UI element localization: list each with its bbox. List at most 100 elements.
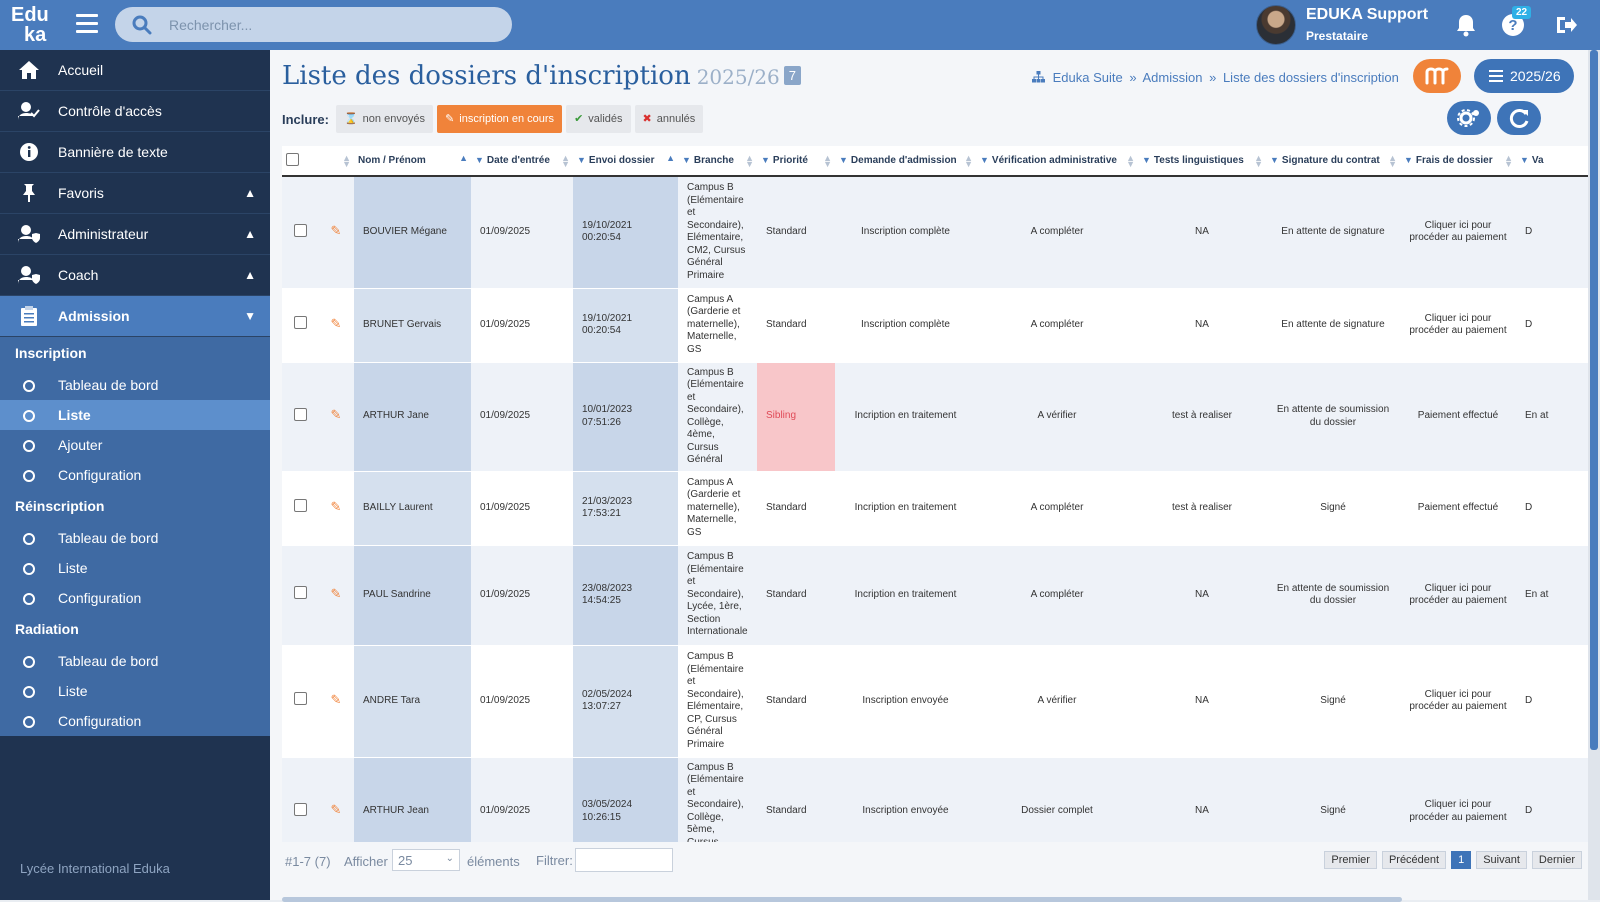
sort-icon[interactable]: ▲ ▼ <box>1126 153 1135 169</box>
submenu-reinscription-configuration[interactable]: Configuration <box>0 583 270 613</box>
filter-chip-non-envoyes[interactable]: ⌛ non envoyés <box>335 105 434 133</box>
year-selector-button[interactable]: 2025/26 <box>1474 59 1574 93</box>
edit-icon[interactable]: ✎ <box>330 407 342 423</box>
filter-input[interactable] <box>575 848 673 872</box>
column-header[interactable]: ▼ Signature du contrat ▲ ▼ <box>1266 146 1400 177</box>
filter-icon[interactable]: ▼ <box>1270 155 1279 165</box>
edit-icon[interactable]: ✎ <box>330 585 342 601</box>
submenu-reinscription-tableau[interactable]: Tableau de bord <box>0 523 270 553</box>
table-row[interactable]: ✎ ANDRE Tara 01/09/2025 02/05/2024 13:07:… <box>282 645 1588 758</box>
logout-icon[interactable] <box>1553 12 1579 38</box>
submenu-inscription-ajouter[interactable]: Ajouter <box>0 430 270 460</box>
name-cell[interactable]: ARTHUR Jean <box>354 757 471 842</box>
user-name[interactable]: EDUKA Support <box>1306 6 1429 23</box>
column-header[interactable]: ▼ Frais de dossier ▲ ▼ <box>1400 146 1516 177</box>
row-checkbox[interactable] <box>293 223 307 237</box>
edit-icon[interactable]: ✎ <box>330 691 342 707</box>
filter-icon[interactable]: ▼ <box>1142 155 1151 165</box>
pager-last[interactable]: Dernier <box>1531 851 1582 869</box>
sort-icon[interactable]: ▲ ▼ <box>1504 153 1513 169</box>
column-header[interactable]: Nom / Prénom ▲ <box>354 146 471 177</box>
fees-cell[interactable]: Cliquer ici pour procéder au paiement <box>1400 288 1516 363</box>
settings-button[interactable] <box>1447 101 1491 135</box>
column-header[interactable]: ▼ Priorité ▲ ▼ <box>757 146 835 177</box>
submenu-inscription-configuration[interactable]: Configuration <box>0 460 270 490</box>
table-row[interactable]: ✎ BOUVIER Mégane 01/09/2025 19/10/2021 00… <box>282 176 1588 289</box>
submenu-radiation-tableau[interactable]: Tableau de bord <box>0 646 270 676</box>
column-header[interactable]: ▼ Demande d'admission ▲ ▼ <box>835 146 976 177</box>
submenu-reinscription-liste[interactable]: Liste <box>0 553 270 583</box>
scrollbar-thumb[interactable] <box>1590 50 1598 750</box>
filter-icon[interactable]: ▼ <box>980 155 989 165</box>
sidebar-item-coach[interactable]: Coach ▲ <box>0 255 270 296</box>
edit-icon[interactable]: ✎ <box>330 315 342 331</box>
submenu-inscription-liste[interactable]: Liste <box>0 400 270 430</box>
fees-cell[interactable]: Cliquer ici pour procéder au paiement <box>1400 176 1516 289</box>
fees-cell[interactable]: Cliquer ici pour procéder au paiement <box>1400 545 1516 646</box>
filter-icon[interactable]: ▼ <box>475 155 484 165</box>
sidebar-item-controle-acces[interactable]: Contrôle d'accès <box>0 91 270 132</box>
edit-icon[interactable]: ✎ <box>330 498 342 514</box>
name-cell[interactable]: BOUVIER Mégane <box>354 176 471 289</box>
breadcrumb-item[interactable]: Eduka Suite <box>1052 70 1123 85</box>
help-icon[interactable]: ? <box>1500 12 1526 38</box>
submenu-radiation-liste[interactable]: Liste <box>0 676 270 706</box>
table-row[interactable]: ✎ BAILLY Laurent 01/09/2025 21/03/2023 17… <box>282 471 1588 546</box>
filter-icon[interactable]: ▼ <box>577 155 586 165</box>
pager-first[interactable]: Premier <box>1324 851 1377 869</box>
sort-asc-icon[interactable]: ▲ <box>666 153 675 163</box>
search-input[interactable] <box>169 7 499 42</box>
name-cell[interactable]: PAUL Sandrine <box>354 545 471 646</box>
table-row[interactable]: ✎ BRUNET Gervais 01/09/2025 19/10/2021 00… <box>282 288 1588 363</box>
sort-icon[interactable]: ▲ ▼ <box>964 153 973 169</box>
name-cell[interactable]: ANDRE Tara <box>354 645 471 758</box>
breadcrumb-item[interactable]: Admission <box>1142 70 1203 85</box>
name-cell[interactable]: BAILLY Laurent <box>354 471 471 546</box>
sidebar-item-admission[interactable]: Admission ▼ <box>0 296 270 337</box>
filter-icon[interactable]: ▼ <box>761 155 770 165</box>
submenu-radiation-configuration[interactable]: Configuration <box>0 706 270 736</box>
sidebar-item-accueil[interactable]: Accueil <box>0 50 270 91</box>
column-header[interactable]: ▼ Tests linguistiques ▲ ▼ <box>1138 146 1266 177</box>
app-logo[interactable]: Edu ka <box>0 0 60 50</box>
sidebar-item-administrateur[interactable]: Administrateur ▲ <box>0 214 270 255</box>
bell-icon[interactable] <box>1453 12 1479 38</box>
pager-previous[interactable]: Précédent <box>1381 851 1447 869</box>
sort-icon[interactable]: ▲ ▼ <box>745 153 754 169</box>
column-header[interactable]: ▼ Branche ▲ ▼ <box>678 146 757 177</box>
sort-icon[interactable]: ▲ ▼ <box>823 153 832 169</box>
column-header[interactable]: ▼ Va <box>1516 146 1588 177</box>
fees-cell[interactable]: Cliquer ici pour procéder au paiement <box>1400 757 1516 842</box>
sort-icon[interactable]: ▲ ▼ <box>1388 153 1397 169</box>
sort-asc-icon[interactable]: ▲ <box>459 153 468 163</box>
sidebar-item-favoris[interactable]: Favoris ▲ <box>0 173 270 214</box>
page-size-select[interactable]: 25 ⌄ <box>392 849 460 871</box>
row-checkbox[interactable] <box>293 407 307 421</box>
pager-page[interactable]: 1 <box>1451 851 1472 869</box>
column-header[interactable]: ▼ Vérification administrative ▲ ▼ <box>976 146 1138 177</box>
column-header[interactable]: ▼ Date d'entrée ▲ ▼ <box>471 146 573 177</box>
submenu-inscription-tableau[interactable]: Tableau de bord <box>0 370 270 400</box>
select-all-checkbox[interactable] <box>286 152 299 166</box>
name-cell[interactable]: ARTHUR Jane <box>354 362 471 472</box>
vertical-scrollbar[interactable] <box>1588 50 1600 900</box>
refresh-button[interactable] <box>1497 101 1541 135</box>
moodle-button[interactable] <box>1413 59 1461 93</box>
menu-toggle-icon[interactable] <box>76 14 98 34</box>
edit-icon[interactable]: ✎ <box>330 223 342 238</box>
fees-cell[interactable]: Cliquer ici pour procéder au paiement <box>1400 645 1516 758</box>
filter-chip-inscription-en-cours[interactable]: ✎ inscription en cours <box>437 105 563 133</box>
row-checkbox[interactable] <box>293 499 307 513</box>
pager-next[interactable]: Suivant <box>1476 851 1527 869</box>
name-cell[interactable]: BRUNET Gervais <box>354 288 471 363</box>
filter-icon[interactable]: ▼ <box>1404 155 1413 165</box>
table-row[interactable]: ✎ ARTHUR Jean 01/09/2025 03/05/2024 10:26… <box>282 757 1588 842</box>
avatar[interactable] <box>1256 5 1296 45</box>
sort-icon[interactable]: ▲ ▼ <box>1254 153 1263 169</box>
row-checkbox[interactable] <box>293 586 307 600</box>
row-checkbox[interactable] <box>293 692 307 706</box>
row-checkbox[interactable] <box>293 802 307 816</box>
filter-chip-annules[interactable]: ✖ annulés <box>634 105 704 133</box>
column-header[interactable]: ▼ Envoi dossier ▲ <box>573 146 678 177</box>
filter-icon[interactable]: ▼ <box>682 155 691 165</box>
